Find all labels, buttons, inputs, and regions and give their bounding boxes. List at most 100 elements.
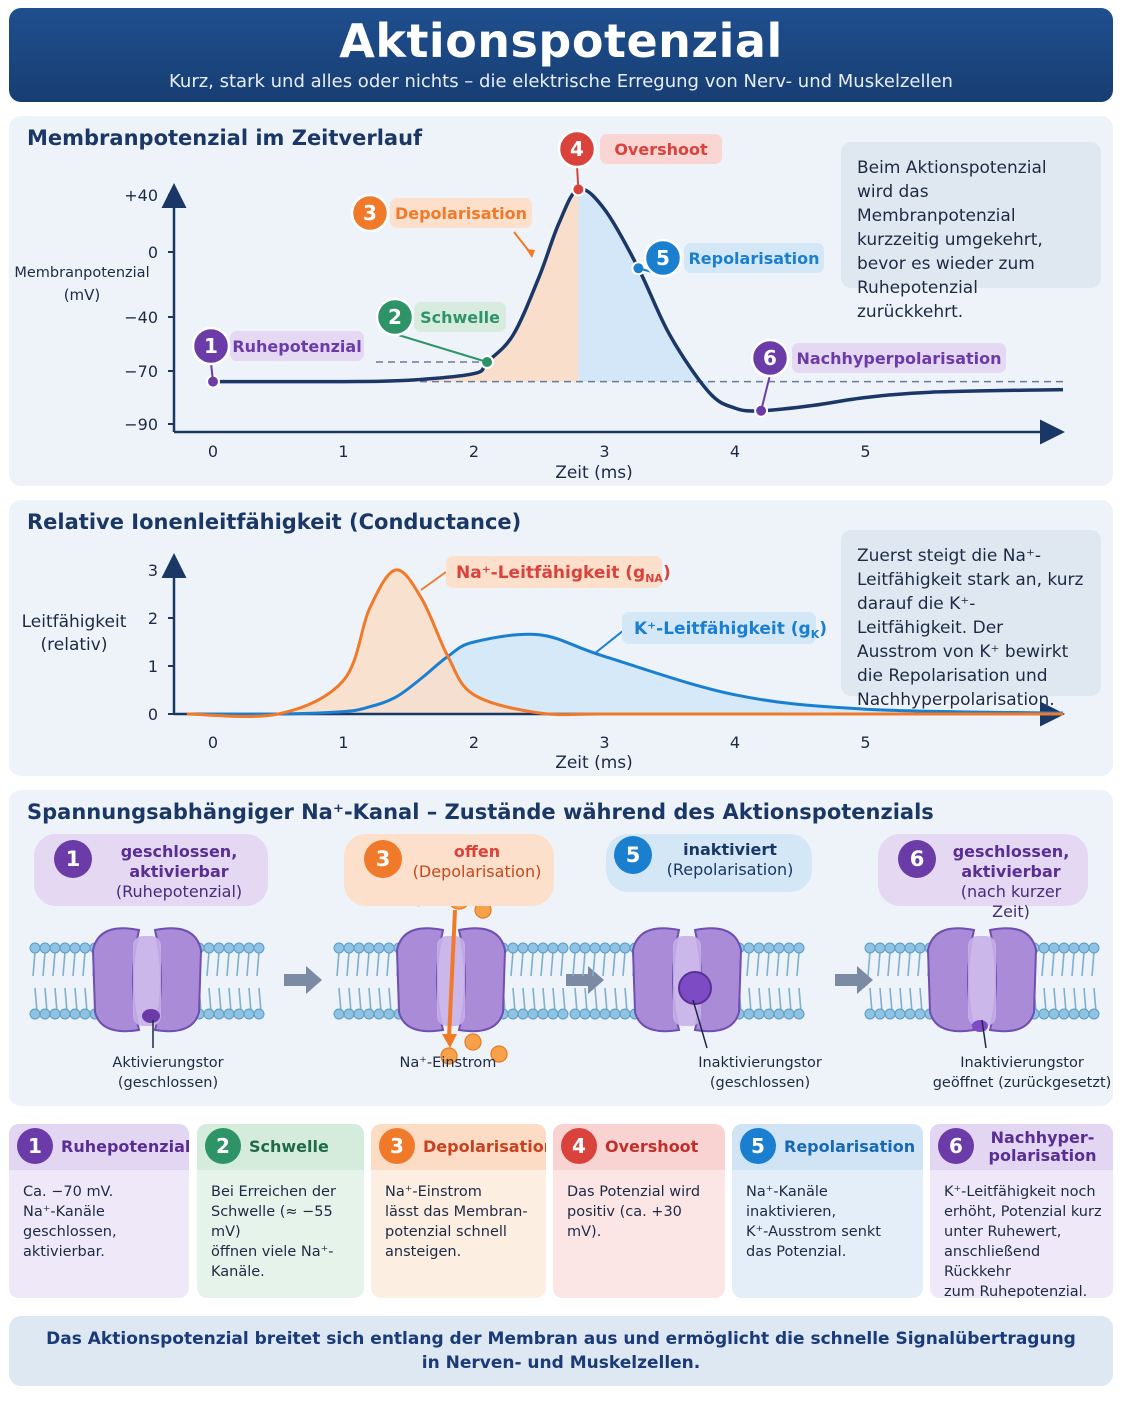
activation-gate — [142, 1009, 160, 1023]
lipid-tail — [788, 987, 792, 1013]
lipid-head — [39, 1008, 51, 1020]
na-influx-arrow — [447, 909, 457, 1039]
phase-number-badge: 2 — [205, 1128, 241, 1164]
x-tick-label: 3 — [599, 442, 609, 461]
lipid-head — [29, 942, 41, 954]
lipid-head — [753, 942, 765, 954]
y-tick-label: −90 — [124, 415, 158, 434]
depolarisation-area — [408, 189, 579, 382]
phase-card-body: Na⁺-Einstrom lässt das Membran- potenzia… — [385, 1184, 528, 1260]
lipid-head — [213, 1008, 225, 1020]
phase-card-body: Bei Erreichen der Schwelle (≈ −55 mV) öf… — [211, 1184, 336, 1280]
lipid-head — [49, 942, 61, 954]
conductance-chart: 0 1 2 3 0 1 2 3 4 5 Na⁺-Leitfähigkeit (gNA) K⁺-Lei… — [22, 553, 1065, 773]
lipid-tail — [246, 951, 250, 977]
phase-card-header: 6 Nachhyper- polarisation — [930, 1124, 1113, 1170]
lipid-tail — [54, 987, 58, 1013]
lipid-tail — [1081, 951, 1085, 977]
lipid-tail — [778, 987, 782, 1013]
phase-card-header: 1 Ruhepotenzial — [9, 1124, 189, 1170]
k-label: K⁺-Leitfähigkeit (gK) — [634, 619, 827, 641]
annotation-badge-number: 3 — [363, 201, 377, 225]
lipid-head — [29, 1008, 41, 1020]
channel-states-diagram: Aktivierungstor (geschlossen) Na⁺Na⁺-Einst… — [29, 886, 1111, 1091]
phase-card-title: Ruhepotenzial — [61, 1137, 189, 1156]
lipid-head — [569, 1008, 581, 1020]
phase-card-header: 4 Overshoot — [553, 1124, 725, 1170]
phase-card: 1 Ruhepotenzial Ca. −70 mV. Na⁺-Kanäle g… — [9, 1124, 189, 1298]
lipid-head — [333, 1008, 345, 1020]
lipid-head — [1058, 942, 1070, 954]
lipid-tail — [206, 951, 210, 977]
caption-line1: Inaktivierungstor — [698, 1055, 822, 1071]
channel-diagrams: Aktivierungstor (geschlossen) Na⁺Na⁺-Einst… — [29, 886, 1111, 1091]
lipid-tail — [622, 951, 626, 977]
lipid-tail — [346, 951, 350, 977]
lipid-tail — [44, 987, 48, 1013]
x-tick-label: 1 — [338, 733, 348, 752]
lipid-tail — [356, 951, 360, 977]
lipid-tail — [366, 951, 370, 977]
lipid-head — [363, 942, 375, 954]
lipid-tail — [532, 987, 536, 1013]
lipid-tail — [614, 987, 618, 1013]
phase-card-body: K⁺-Leitfähigkeit noch erhöht, Potenzial … — [944, 1184, 1102, 1298]
annotation-label: Overshoot — [614, 140, 708, 159]
lipid-tail — [248, 987, 252, 1013]
phase-card-body: Na⁺-Kanäle inaktivieren, K⁺-Ausstrom sen… — [746, 1184, 881, 1260]
lipid-tail — [572, 951, 576, 977]
lipid-tail — [574, 987, 578, 1013]
lipid-tail — [1073, 987, 1077, 1013]
lipid-head — [59, 942, 71, 954]
lipid-head — [874, 1008, 886, 1020]
lipid-head — [783, 1008, 795, 1020]
state-text: offen (Depolarisation) — [410, 842, 544, 882]
lipid-head — [59, 1008, 71, 1020]
lipid-tail — [582, 951, 586, 977]
lipid-head — [609, 1008, 621, 1020]
lipid-tail — [1091, 951, 1095, 977]
lipid-tail — [592, 951, 596, 977]
na-conductance-area — [186, 569, 1063, 717]
channel-state-label: 3 offen (Depolarisation) — [344, 834, 554, 906]
lipid-head — [243, 942, 255, 954]
lipid-head — [69, 942, 81, 954]
phase-card-title: Repolarisation — [784, 1137, 916, 1156]
state-subtitle: (Repolarisation) — [666, 860, 794, 879]
lipid-tail — [388, 987, 392, 1013]
state-number-badge: 1 — [54, 840, 92, 878]
lipid-tail — [1041, 951, 1045, 977]
x-tick-label: 0 — [208, 442, 218, 461]
lipid-tail — [236, 951, 240, 977]
annotation-pointer — [576, 165, 580, 190]
lipid-head — [333, 942, 345, 954]
channel-subunit-left — [926, 927, 976, 1033]
lipid-tail — [562, 987, 566, 1013]
lipid-tail — [746, 951, 750, 977]
channel-state-label: 1 geschlossen, aktivierbar (Ruhepotenzia… — [34, 834, 268, 906]
lipid-head — [763, 942, 775, 954]
phase-card: 2 Schwelle Bei Erreichen der Schwelle (≈… — [197, 1124, 364, 1298]
lipid-head — [39, 942, 51, 954]
lipid-tail — [1093, 987, 1097, 1013]
lipid-tail — [540, 951, 544, 977]
lipid-head — [743, 942, 755, 954]
state-title-line1: geschlossen, — [120, 842, 238, 861]
na-ion — [440, 1047, 458, 1065]
lipid-tail — [338, 987, 342, 1013]
lipid-tail — [1063, 987, 1067, 1013]
lipid-tail — [256, 951, 260, 977]
lipid-tail — [82, 951, 86, 977]
lipid-tail — [228, 987, 232, 1013]
lipid-tail — [358, 987, 362, 1013]
phase-card-header: 3 Depolarisation — [371, 1124, 546, 1170]
phase-card-title: Depolarisation — [423, 1137, 546, 1156]
channel-subunit-right — [153, 927, 203, 1033]
lipid-head — [569, 942, 581, 954]
na-label-pointer — [420, 571, 447, 591]
channel-pore — [968, 936, 996, 1026]
phase-card-body: Ca. −70 mV. Na⁺-Kanäle geschlossen, akti… — [23, 1184, 117, 1260]
lipid-head — [353, 1008, 365, 1020]
lipid-tail — [768, 987, 772, 1013]
phase-card-body: Das Potenzial wird positiv (ca. +30 mV). — [567, 1184, 701, 1240]
